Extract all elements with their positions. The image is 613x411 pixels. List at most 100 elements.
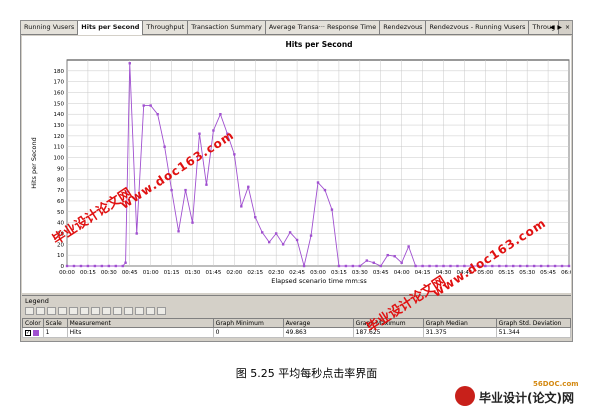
data-point (470, 264, 473, 268)
x-tick-label-01-30: 01:30 (185, 270, 201, 276)
data-point (226, 132, 229, 135)
tab-scroll-right-icon[interactable]: ▶ (557, 24, 562, 31)
data-point (124, 261, 127, 264)
tab-running-vusers[interactable]: Running Vusers (21, 21, 79, 34)
data-point (149, 104, 152, 107)
close-icon[interactable]: × (564, 24, 570, 31)
print-icon[interactable] (113, 306, 122, 315)
data-point (428, 264, 431, 268)
find-icon[interactable] (58, 306, 67, 315)
data-point (274, 232, 278, 235)
data-point (560, 264, 564, 268)
data-point (72, 264, 76, 268)
x-tick-label-05-45: 05:45 (540, 270, 556, 276)
export-icon[interactable] (124, 306, 133, 315)
tab-hits-per-second[interactable]: Hits per Second (78, 21, 144, 35)
y-tick-label-120: 120 (54, 134, 65, 140)
data-point (142, 104, 145, 107)
y-tick-label-160: 160 (54, 91, 65, 97)
copy-icon[interactable] (80, 306, 89, 315)
grid-icon[interactable] (157, 306, 166, 315)
data-point (386, 253, 389, 257)
col-graph-minimum[interactable]: Graph Minimum (212, 318, 284, 328)
color-cell[interactable]: ✓ (22, 327, 44, 338)
data-point (233, 153, 236, 156)
tab-transaction-summary[interactable]: Transaction Summary (188, 21, 266, 34)
legend-table: Color Scale Measurement Graph Minimum Av… (22, 318, 572, 338)
filter-icon[interactable] (25, 306, 34, 315)
tab-throughput[interactable]: Throughput (143, 21, 189, 34)
color-swatch (33, 329, 39, 336)
col-measurement[interactable]: Measurement (66, 318, 214, 328)
data-point (372, 261, 375, 264)
data-point (351, 264, 355, 268)
graph-maximum-cell: 187.625 (352, 327, 424, 338)
legend-panel: Legend Color Scale Measurement Graph Min… (22, 295, 572, 341)
data-point (456, 264, 459, 268)
tab-throug[interactable]: Throug (529, 21, 560, 34)
data-point (267, 240, 271, 244)
funnel-icon[interactable] (69, 306, 78, 315)
table-row[interactable]: ✓ 1 Hits 0 49.863 187.625 31.375 51.344 (22, 327, 572, 338)
x-tick-label-02-30: 02:30 (268, 270, 284, 276)
y-tick-label-30: 30 (57, 231, 64, 237)
col-graph-std-deviation[interactable]: Graph Std. Deviation (495, 318, 572, 328)
data-point (302, 264, 306, 268)
x-tick-label-02-15: 02:15 (247, 270, 263, 276)
col-graph-median[interactable]: Graph Median (422, 318, 497, 328)
tab-scroll-controls: ◀ ▶ × (550, 21, 570, 34)
col-scale[interactable]: Scale (42, 318, 68, 328)
y-tick-label-130: 130 (54, 123, 65, 129)
table-icon[interactable] (135, 306, 144, 315)
tab-average-transa-response-time[interactable]: Average Transa··· Response Time (265, 21, 381, 34)
y-tick-label-80: 80 (57, 177, 64, 183)
data-point (65, 264, 69, 268)
x-tick-label-02-00: 02:00 (226, 270, 242, 276)
data-point (79, 264, 83, 268)
paste-icon[interactable] (91, 306, 100, 315)
average-cell: 49.863 (282, 327, 354, 338)
x-tick-label-04-15: 04:15 (415, 270, 431, 276)
logo-url: 56DOC.com (533, 380, 579, 388)
chart-icon[interactable] (146, 306, 155, 315)
data-point (135, 232, 138, 235)
y-tick-label-60: 60 (57, 199, 64, 205)
graph-median-cell: 31.375 (422, 327, 497, 338)
x-tick-label-04-00: 04:00 (394, 270, 410, 276)
data-point (177, 230, 180, 233)
data-point (546, 264, 550, 268)
x-tick-label-02-45: 02:45 (289, 270, 305, 276)
col-color[interactable]: Color (22, 318, 44, 328)
data-point (156, 113, 159, 116)
x-tick-label-03-00: 03:00 (310, 270, 326, 276)
col-average[interactable]: Average (282, 318, 354, 328)
hits-per-second-graph[interactable]: Hits per Second 0 10 20 30 40 50 60 70 80 90 100 110… (22, 36, 571, 293)
data-point (198, 132, 201, 135)
visible-checkbox[interactable]: ✓ (25, 329, 31, 336)
data-point (477, 264, 480, 268)
data-point (525, 264, 529, 268)
columns-icon[interactable] (36, 306, 45, 315)
graph-minimum-cell: 0 (212, 327, 284, 338)
data-point (170, 188, 173, 192)
config-icon[interactable] (102, 306, 111, 315)
x-tick-label-00-15: 00:15 (80, 270, 96, 276)
sort-icon[interactable] (47, 306, 56, 315)
data-point (219, 113, 222, 116)
x-tick-label-00-45: 00:45 (122, 270, 138, 276)
y-tick-label-180: 180 (54, 69, 65, 75)
y-tick-label-170: 170 (54, 80, 65, 86)
data-point (337, 264, 341, 268)
tab-scroll-left-icon[interactable]: ◀ (549, 24, 555, 31)
data-point (512, 264, 515, 268)
data-point (539, 264, 543, 268)
data-point (365, 259, 369, 262)
data-point (435, 264, 438, 268)
tab-rendezvous[interactable]: Rendezvous (380, 21, 427, 34)
chart-title: Hits per Second (285, 40, 352, 49)
legend-title: Legend (25, 297, 49, 305)
x-axis-label: Elapsed scenario time mm:ss (271, 277, 367, 285)
data-point (281, 243, 285, 246)
tab-rendezvous-running-vusers[interactable]: Rendezvous - Running Vusers (426, 21, 530, 34)
x-tick-label-05-15: 05:15 (498, 270, 514, 276)
